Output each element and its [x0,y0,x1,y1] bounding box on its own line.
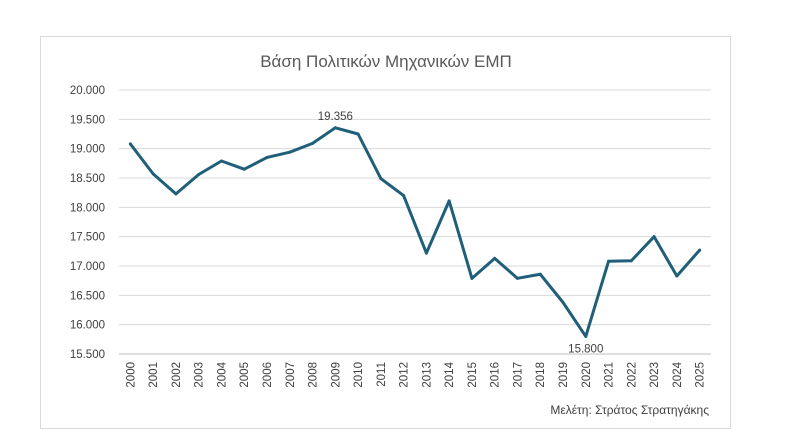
data-point [333,126,337,130]
y-tick-label: 16.500 [70,290,105,302]
y-tick-label: 19.500 [70,114,105,126]
x-tick-label: 2011 [376,362,388,387]
data-point [493,256,497,260]
x-tick-label: 2013 [421,362,433,388]
x-axis: 2000 2001 2002 2003 2004 2005 2006 2007 2008 2009… [125,361,706,387]
y-tick-label: 16.000 [70,320,105,332]
data-point [356,132,360,136]
x-tick-label: 2006 [262,362,274,388]
data-point [197,172,201,176]
data-label: 15.800 [568,343,603,355]
y-tick-label: 17.000 [70,261,105,273]
data-point [698,248,702,252]
data-point [242,167,246,171]
x-tick-label: 2020 [581,362,593,388]
data-point [561,300,565,304]
x-tick-label: 2010 [353,362,365,388]
data-point [538,272,542,276]
data-point [447,199,451,203]
x-tick-label: 2018 [535,362,547,388]
data-point [219,159,223,163]
x-tick-label: 2008 [308,362,320,388]
x-tick-label: 2001 [148,362,160,388]
series-line [128,126,702,338]
chart-frame: Βάση Πολιτικών Μηχανικών ΕΜΠ 15.500 16.00… [40,36,731,429]
data-point [424,251,428,255]
data-point [629,259,633,263]
author-credit: Μελέτη: Στράτος Στρατηγάκης [550,403,709,417]
x-tick-label: 2012 [399,362,411,388]
x-tick-label: 2016 [490,362,502,388]
data-point [402,194,406,198]
x-tick-label: 2023 [649,362,661,388]
data-point [288,150,292,154]
data-point [128,142,132,146]
y-tick-label: 19.000 [70,144,105,156]
data-point [379,177,383,181]
x-tick-label: 2019 [558,362,570,388]
data-point [652,235,656,239]
line-chart: Βάση Πολιτικών Μηχανικών ΕΜΠ 15.500 16.00… [70,52,711,417]
data-point [174,192,178,196]
data-point [265,155,269,159]
y-tick-label: 18.500 [70,173,105,185]
data-points [128,126,702,338]
x-tick-label: 2015 [467,362,479,388]
y-tick-label: 15.500 [70,349,105,361]
x-tick-label: 2009 [330,362,342,388]
x-tick-label: 2022 [626,362,638,388]
y-tick-label: 18.000 [70,202,105,214]
x-tick-label: 2005 [239,362,251,388]
x-tick-label: 2025 [695,362,707,388]
data-point [470,276,474,280]
data-point [584,334,588,338]
x-tick-label: 2017 [512,362,524,388]
data-point [151,172,155,176]
x-tick-label: 2000 [125,362,137,388]
data-point [515,276,519,280]
x-tick-label: 2014 [444,361,456,387]
x-tick-label: 2024 [672,361,684,387]
data-point [675,274,679,278]
chart-title: Βάση Πολιτικών Μηχανικών ΕΜΠ [260,52,512,71]
x-tick-label: 2021 [604,362,616,388]
gridlines [119,89,711,355]
y-tick-label: 17.500 [70,232,105,244]
x-tick-label: 2002 [171,362,183,388]
x-tick-label: 2007 [285,362,297,388]
data-point [607,259,611,263]
x-tick-label: 2004 [216,361,228,387]
data-label: 19.356 [318,111,353,123]
data-labels: 19.356 15.800 [318,111,604,356]
y-tick-label: 20.000 [70,85,105,97]
x-tick-label: 2003 [194,362,206,388]
y-axis: 15.500 16.000 16.500 17.000 17.500 18.000 18.5… [70,85,105,361]
data-point [311,141,315,145]
